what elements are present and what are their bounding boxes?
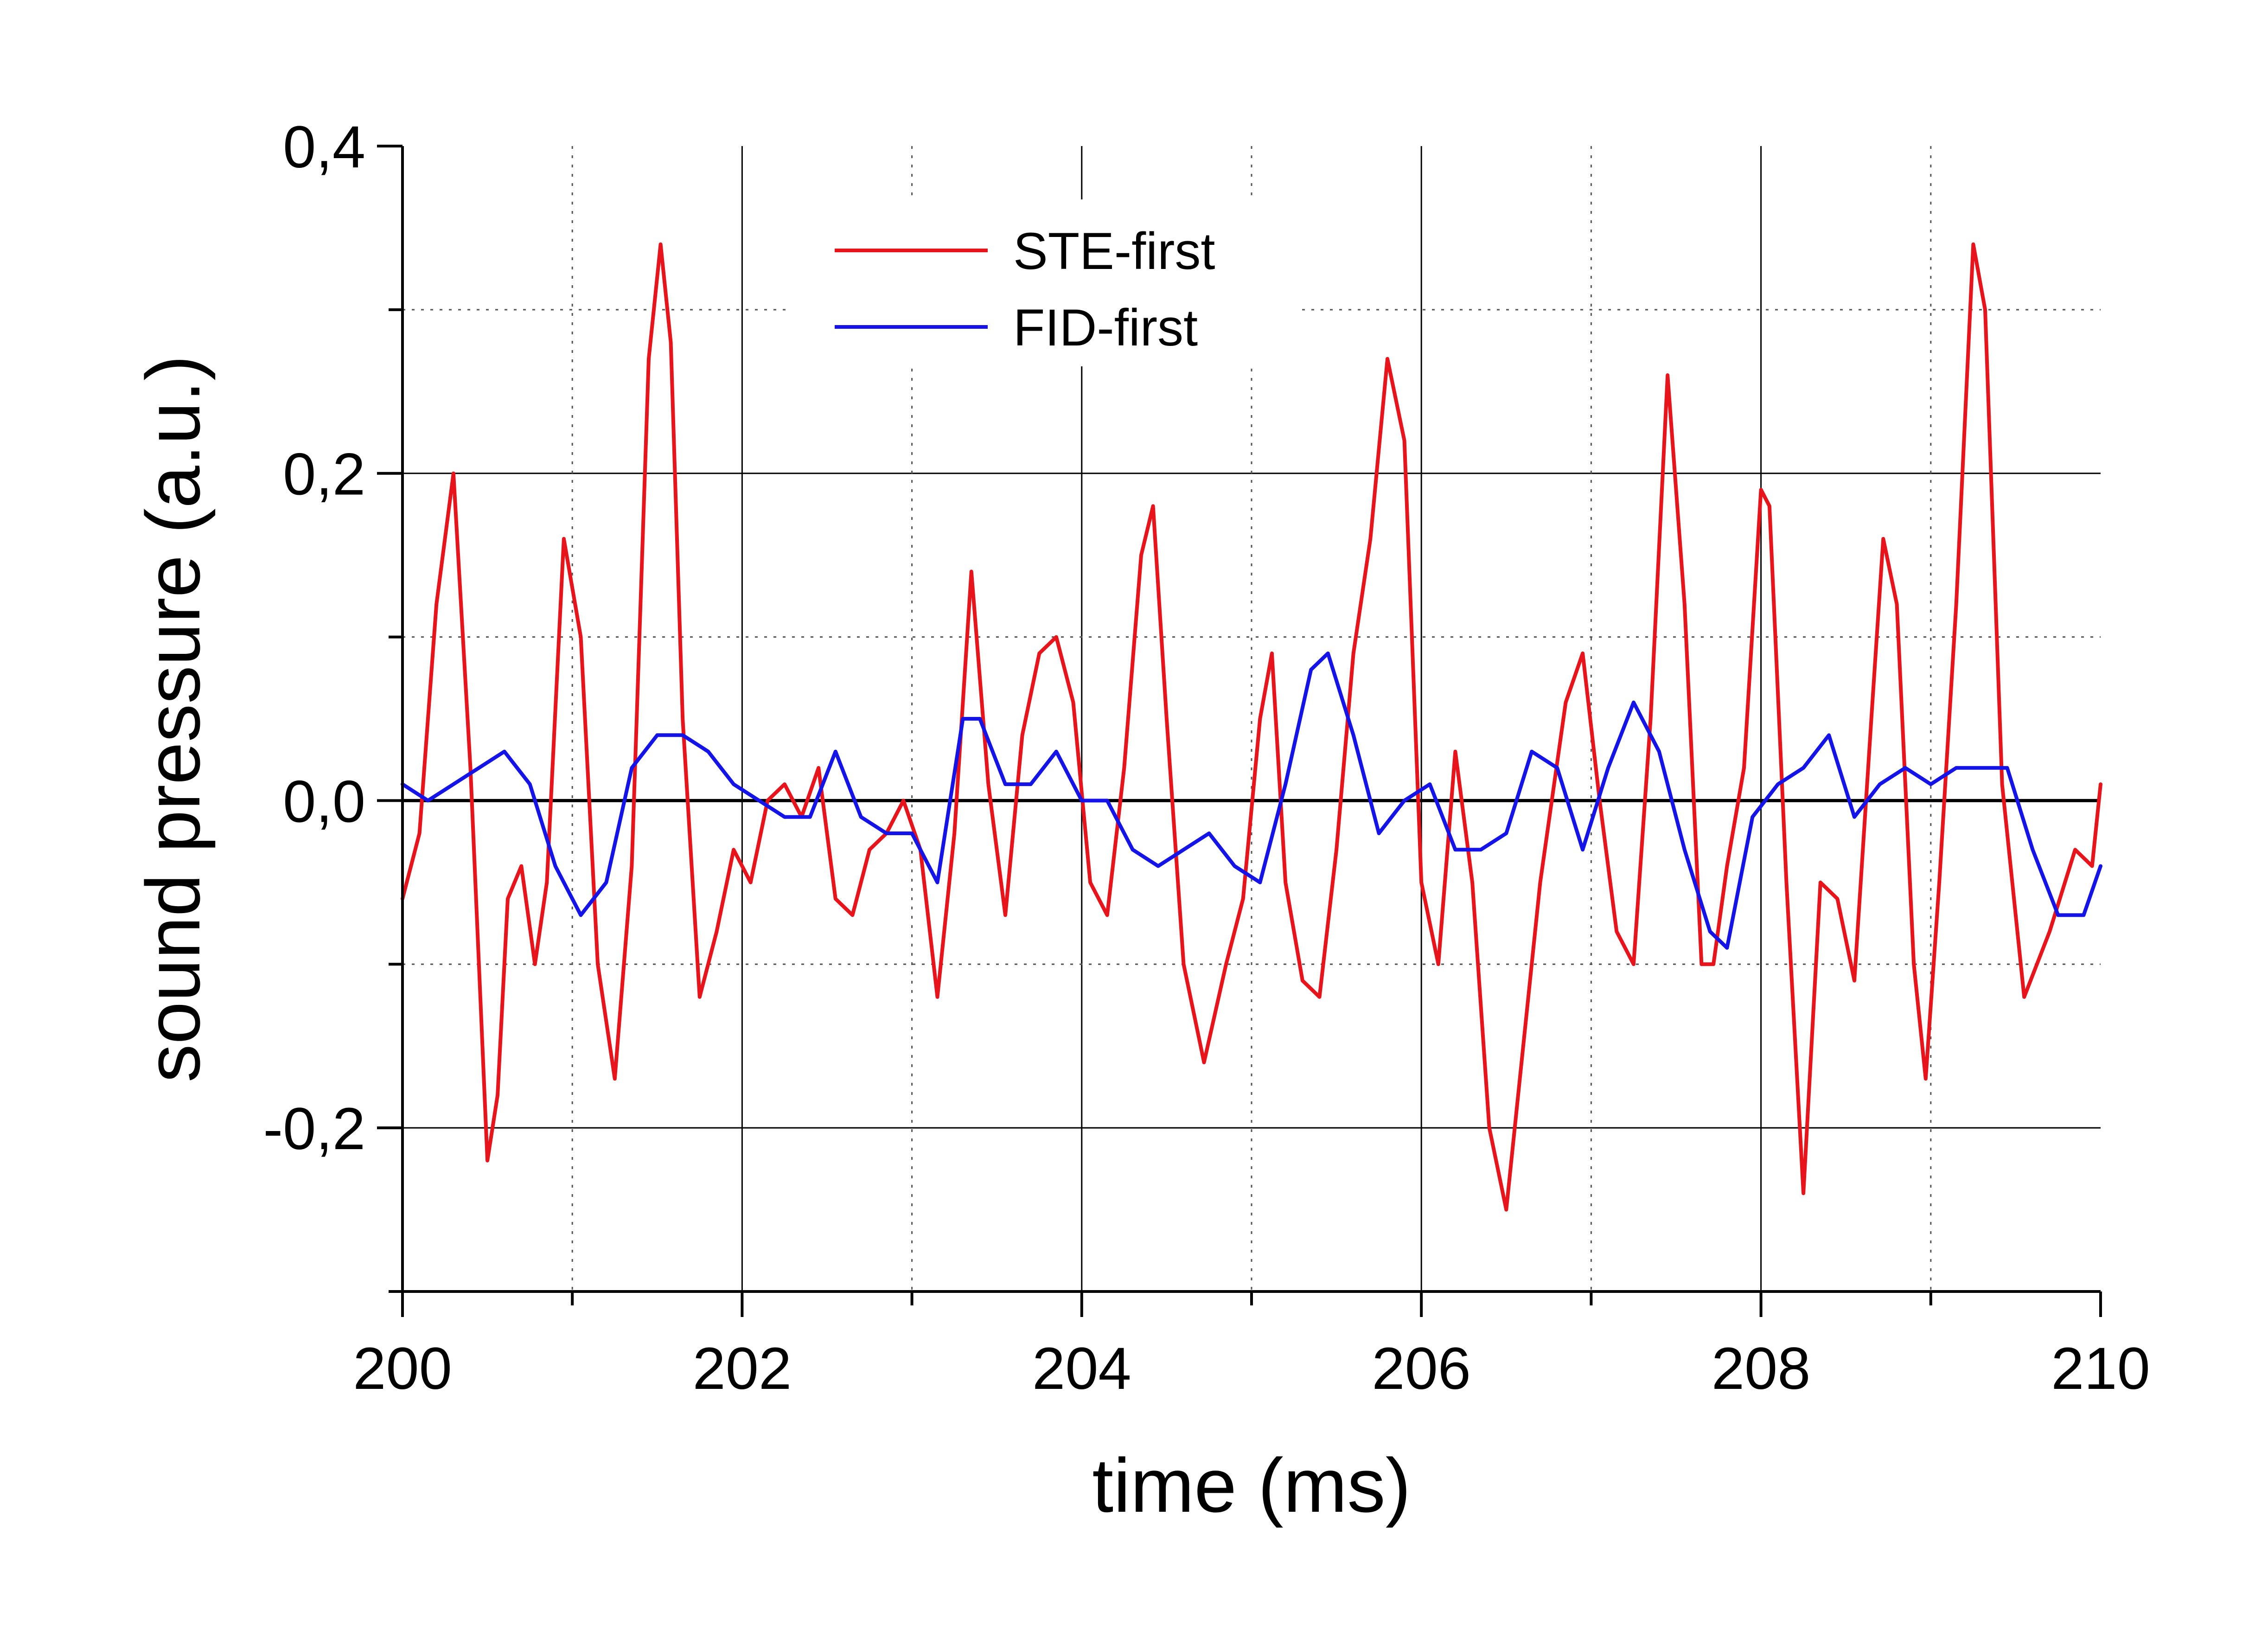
x-tick-label: 206 (1372, 1336, 1471, 1402)
y-tick-label: -0,2 (263, 1096, 365, 1162)
x-tick-label: 202 (693, 1336, 792, 1402)
tick-labels: 200 202 204 206 208 210 -0,2 0,0 0,2 0,4 (263, 114, 2150, 1402)
legend-background (788, 199, 1298, 366)
series-layer (401, 242, 2102, 1212)
legend: STE-first FID-first (788, 199, 1298, 366)
axes (377, 145, 2102, 1317)
legend-label-ste-first: STE-first (1013, 222, 1215, 280)
y-tick-label: 0,0 (283, 768, 365, 835)
x-axis-label: time (ms) (1092, 1443, 1411, 1528)
y-tick-label: 0,4 (283, 114, 365, 180)
x-tick-label: 210 (2051, 1336, 2150, 1402)
series-line-fid-first (401, 651, 2102, 950)
legend-label-fid-first: FID-first (1013, 299, 1198, 357)
series-line-ste-first (401, 242, 2102, 1212)
x-tick-label: 208 (1712, 1336, 1811, 1402)
y-tick-label: 0,2 (283, 441, 365, 508)
y-axis-label: sound pressure (a.u.) (130, 355, 216, 1082)
x-tick-label: 204 (1032, 1336, 1131, 1402)
x-tick-label: 200 (353, 1336, 452, 1402)
